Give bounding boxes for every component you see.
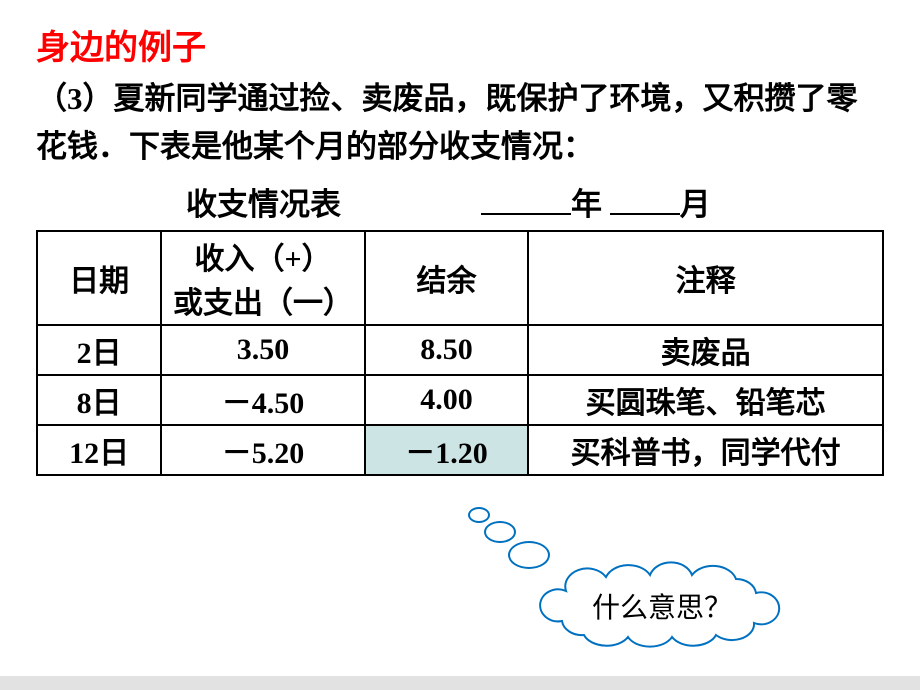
cloud-bubble-icon (468, 507, 490, 523)
cell-amount: －4.50 (161, 375, 364, 425)
col-note-header: 注释 (528, 231, 883, 325)
slide-shadow (0, 676, 920, 690)
col-date-header: 日期 (37, 231, 161, 325)
thought-cloud: 什么意思？ (460, 505, 840, 675)
cell-note: 卖废品 (528, 325, 883, 375)
col-amount-header-l1: 收入（+） (170, 234, 355, 278)
cell-amount: －5.20 (161, 425, 364, 475)
cell-date: 12日 (37, 425, 161, 475)
section-title: 身边的例子 (36, 20, 884, 69)
problem-text: （3）夏新同学通过捡、卖废品，既保护了环境，又积攒了零花钱．下表是他某个月的部分… (36, 75, 884, 171)
cloud-text: 什么意思？ (532, 561, 792, 651)
year-label: 年 (571, 187, 602, 222)
cell-amount: 3.50 (161, 325, 364, 375)
table-row: 12日 －5.20 －1.20 买科普书，同学代付 (37, 425, 883, 475)
table-row: 2日 3.50 8.50 卖废品 (37, 325, 883, 375)
table-caption-row: 收支情况表 年 月 (36, 179, 884, 224)
cell-note: 买科普书，同学代付 (528, 425, 883, 475)
col-amount-header-l2: 或支出（一） (170, 278, 355, 322)
cloud-main: 什么意思？ (532, 561, 792, 651)
month-label: 月 (680, 187, 711, 222)
cell-date: 2日 (37, 325, 161, 375)
cell-balance: 4.00 (365, 375, 529, 425)
table-header-row: 日期 收入（+） 或支出（一） 结余 注释 (37, 231, 883, 325)
cell-note: 买圆珠笔、铅笔芯 (528, 375, 883, 425)
col-balance-header: 结余 (365, 231, 529, 325)
cell-date: 8日 (37, 375, 161, 425)
col-amount-header: 收入（+） 或支出（一） (161, 231, 364, 325)
year-blank (481, 182, 571, 215)
cell-balance: 8.50 (365, 325, 529, 375)
table-caption: 收支情况表 (186, 179, 341, 224)
month-blank (610, 182, 680, 215)
cell-balance-highlight: －1.20 (365, 425, 529, 475)
cloud-bubble-icon (484, 521, 516, 543)
table-row: 8日 －4.50 4.00 买圆珠笔、铅笔芯 (37, 375, 883, 425)
ledger-table: 日期 收入（+） 或支出（一） 结余 注释 2日 3.50 8.50 卖废品 8… (36, 230, 884, 476)
year-month-blank: 年 月 (481, 179, 711, 224)
